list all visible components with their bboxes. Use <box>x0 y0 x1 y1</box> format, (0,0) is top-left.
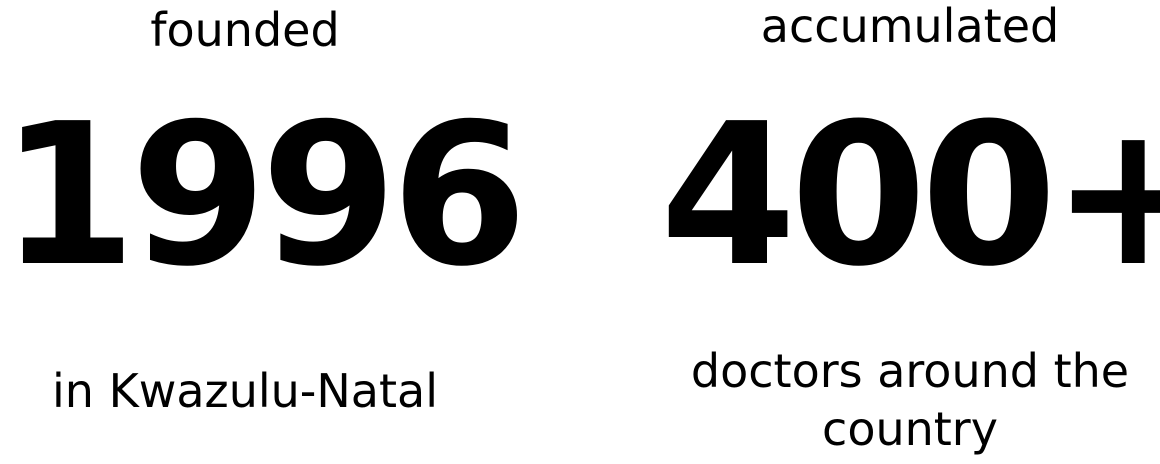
stat-founded-bottom-label: in Kwazulu-Natal <box>52 364 438 418</box>
stat-doctors-bottom-label: doctors around the country <box>690 344 1130 456</box>
stat-founded-value: 1996 <box>0 82 528 310</box>
stat-founded-top-label: founded <box>150 3 340 57</box>
stat-doctors-top-label: accumulated <box>760 0 1060 53</box>
stat-doctors-value: 400+ <box>660 82 1160 310</box>
